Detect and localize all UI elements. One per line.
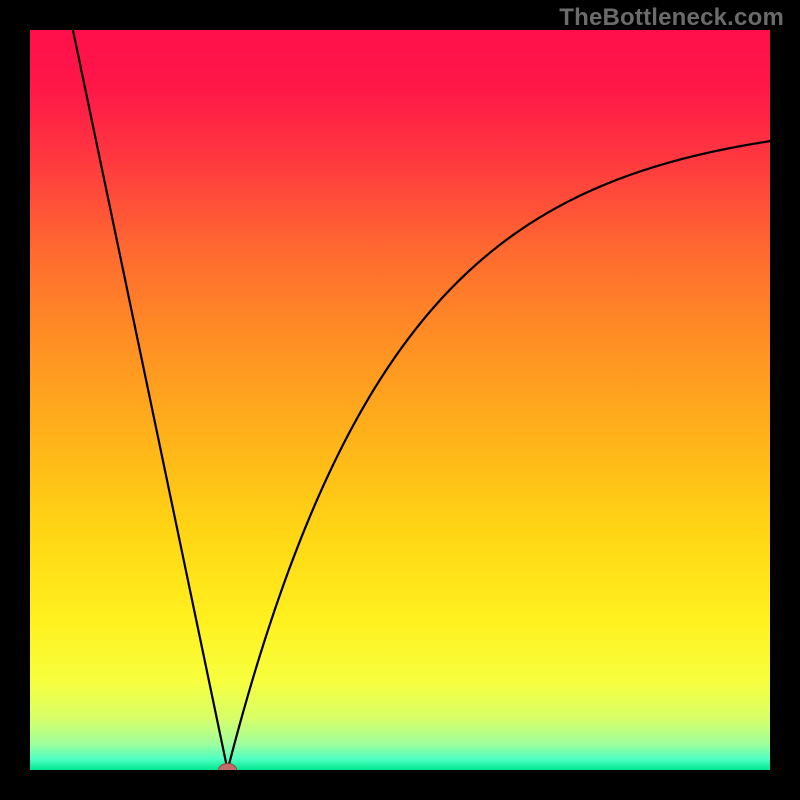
watermark-text: TheBottleneck.com [559, 4, 784, 32]
optimum-marker [219, 764, 237, 777]
bottleneck-chart [0, 0, 800, 800]
plot-background [30, 30, 770, 770]
chart-container: TheBottleneck.com [0, 0, 800, 800]
